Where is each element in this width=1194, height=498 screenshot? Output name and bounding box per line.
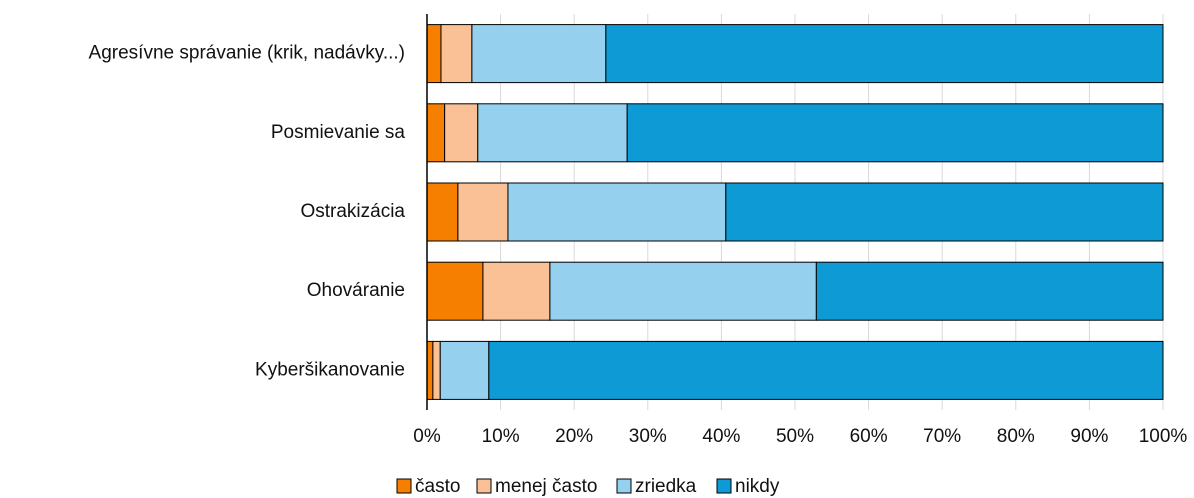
- legend-label: menej často: [495, 476, 597, 497]
- bar-segment: [507, 182, 727, 242]
- bar-segment: [440, 24, 473, 84]
- legend-swatch: [616, 478, 632, 494]
- y-tick-label: Ostrakizácia: [300, 201, 405, 222]
- x-tick-label: 40%: [702, 426, 740, 447]
- y-tick-label: Ohováranie: [307, 280, 405, 301]
- x-tick-label: 70%: [923, 426, 961, 447]
- bar-segment: [477, 103, 628, 163]
- bar-segment: [482, 261, 551, 321]
- bar-segment: [457, 182, 509, 242]
- bar-segment: [426, 24, 442, 84]
- y-tick-label: Kyberšikanovanie: [255, 359, 405, 380]
- bar-segment: [488, 340, 1164, 400]
- x-tick-label: 50%: [776, 426, 814, 447]
- legend-label: často: [415, 476, 460, 497]
- bar-segment: [426, 182, 459, 242]
- bar-segment: [426, 340, 434, 400]
- x-tick-label: 90%: [1070, 426, 1108, 447]
- x-tick-label: 60%: [850, 426, 888, 447]
- bar-segment: [815, 261, 1164, 321]
- legend-label: nikdy: [735, 476, 780, 497]
- x-tick-label: 10%: [482, 426, 520, 447]
- x-tick-label: 100%: [1139, 426, 1188, 447]
- x-tick-label: 80%: [997, 426, 1035, 447]
- bar-segment: [439, 340, 490, 400]
- bar-segment: [444, 103, 479, 163]
- bar-segment: [426, 103, 446, 163]
- x-tick-label: 20%: [555, 426, 593, 447]
- bar-segment: [725, 182, 1164, 242]
- bar-segment: [549, 261, 817, 321]
- bar-segment: [626, 103, 1164, 163]
- legend-label: zriedka: [635, 476, 697, 497]
- bar-segment: [432, 340, 441, 400]
- legend-swatch: [396, 478, 412, 494]
- x-tick-label: 0%: [413, 426, 441, 447]
- bar-segment: [605, 24, 1164, 84]
- bar-segment: [426, 261, 484, 321]
- y-tick-label: Posmievanie sa: [271, 122, 406, 143]
- legend-swatch: [716, 478, 732, 494]
- x-tick-label: 30%: [629, 426, 667, 447]
- y-tick-label: Agresívne správanie (krik, nadávky...): [89, 43, 405, 64]
- bar-segment: [471, 24, 607, 84]
- legend-swatch: [476, 478, 492, 494]
